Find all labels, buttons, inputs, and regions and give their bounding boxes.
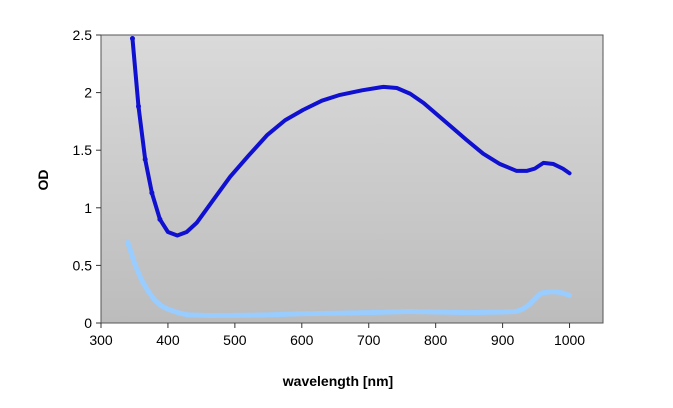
y-tick-label: 2.5: [73, 27, 93, 43]
y-axis-label: OD: [35, 170, 51, 191]
series-line-light: [125, 239, 573, 319]
data-point: [135, 103, 141, 109]
x-tick-label: 900: [491, 332, 515, 348]
x-tick-label: 1000: [554, 332, 585, 348]
y-tick-label: 0.5: [73, 257, 93, 273]
x-tick-label: 300: [89, 332, 113, 348]
y-tick-label: 0: [84, 315, 92, 331]
series-line-dark: [130, 36, 572, 238]
y-tick-label: 1: [84, 200, 92, 216]
x-tick-label: 700: [357, 332, 381, 348]
x-axis-label: wavelength [nm]: [282, 373, 393, 389]
data-point: [129, 35, 135, 41]
x-tick-label: 400: [156, 332, 180, 348]
data-point: [142, 156, 148, 162]
x-tick-label: 800: [424, 332, 448, 348]
y-tick-label: 2: [84, 85, 92, 101]
data-point: [157, 216, 163, 222]
x-tick-label: 500: [223, 332, 247, 348]
data-point: [149, 190, 155, 196]
y-tick-label: 1.5: [73, 142, 93, 158]
x-tick-label: 600: [290, 332, 314, 348]
plot-area: [100, 34, 604, 324]
